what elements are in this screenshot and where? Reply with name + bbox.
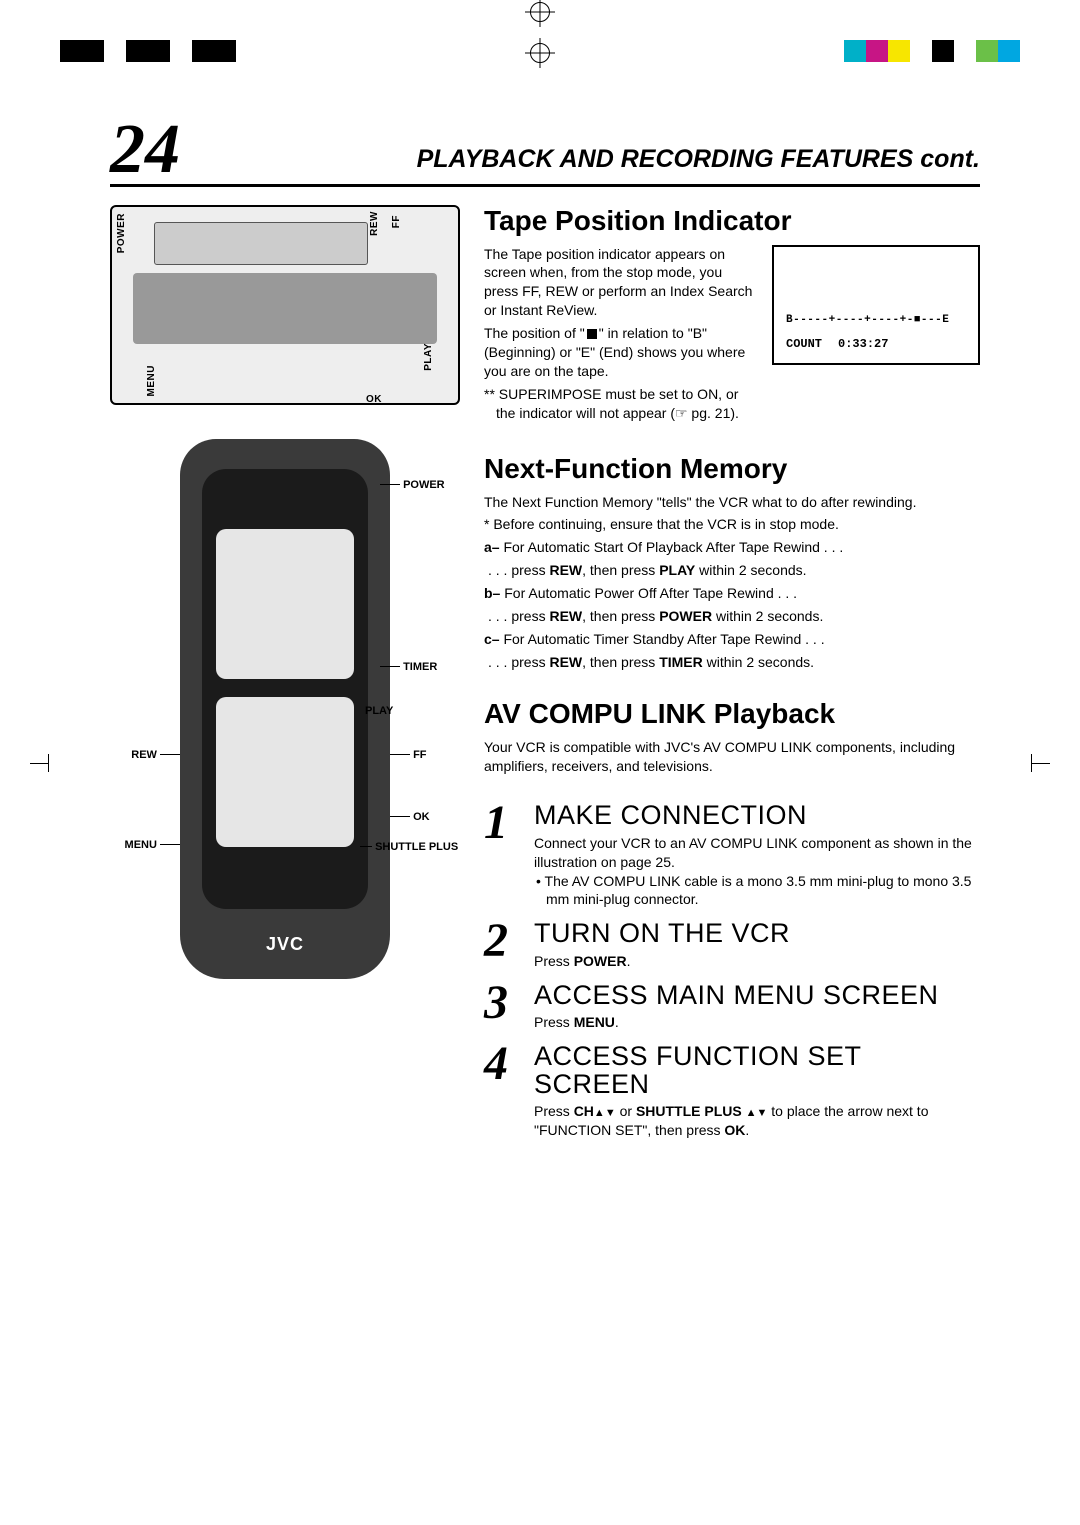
tape-position-text: The Tape position indicator appears on s… [484, 245, 758, 427]
remote-wrapper: JVC POWER TIMER PLAY FF REW OK MENU SHUT… [110, 439, 460, 979]
step-title: ACCESS FUNCTION SET SCREEN [534, 1042, 980, 1099]
registration-bar [0, 38, 1080, 64]
section-title-tape-position: Tape Position Indicator [484, 205, 980, 237]
reg-sq [888, 40, 910, 62]
reg-sq [148, 40, 170, 62]
reg-sq [998, 40, 1020, 62]
crop-mark-left-icon [30, 749, 58, 777]
av-compu-link-intro: Your VCR is compatible with JVC's AV COM… [484, 738, 980, 776]
next-function-body: The Next Function Memory "tells" the VCR… [484, 493, 980, 672]
reg-sq [954, 40, 976, 62]
step-text: Press CH or SHUTTLE PLUS to place the ar… [534, 1102, 980, 1140]
vcr-label-power: POWER [116, 213, 127, 253]
page-header: 24 PLAYBACK AND RECORDING FEATURES cont. [110, 120, 980, 187]
reg-sq [60, 40, 82, 62]
page-title: PLAYBACK AND RECORDING FEATURES cont. [417, 145, 980, 180]
reg-squares-right [844, 40, 1020, 62]
registration-mark-icon [530, 43, 550, 63]
step-number: 1 [484, 801, 520, 909]
section-title-next-function: Next-Function Memory [484, 453, 980, 485]
remote-label-ok: OK [390, 811, 430, 823]
page-number: 24 [110, 120, 180, 180]
reg-sq [104, 40, 126, 62]
reg-sq [932, 40, 954, 62]
remote-illustration: JVC [180, 439, 390, 979]
step-title: ACCESS MAIN MENU SCREEN [534, 981, 939, 1009]
step-number: 3 [484, 981, 520, 1032]
step-title: TURN ON THE VCR [534, 919, 790, 947]
reg-squares-left [60, 40, 236, 62]
tape-position-screen: B-----+----+----+-■---E COUNT 0:33:27 [772, 245, 980, 365]
left-column: POWER REW FF PLAY OK MENU JVC POWER TIME… [110, 205, 460, 1151]
right-column: Tape Position Indicator The Tape positio… [484, 205, 980, 1151]
reg-sq [192, 40, 214, 62]
reg-sq [866, 40, 888, 62]
step-4: 4 ACCESS FUNCTION SET SCREEN Press CH or… [484, 1042, 980, 1140]
tape-marker-icon [587, 329, 597, 339]
step-number: 4 [484, 1042, 520, 1140]
reg-sq [126, 40, 148, 62]
reg-sq [910, 40, 932, 62]
step-1: 1 MAKE CONNECTION Connect your VCR to an… [484, 801, 980, 909]
remote-label-menu: MENU [110, 839, 180, 851]
step-title: MAKE CONNECTION [534, 801, 980, 829]
section-title-av-compu-link: AV COMPU LINK Playback [484, 698, 980, 730]
page-content: 24 PLAYBACK AND RECORDING FEATURES cont.… [110, 120, 980, 1425]
vcr-illustration: POWER REW FF PLAY OK MENU [110, 205, 460, 405]
registration-mark-bottom-icon [530, 2, 550, 22]
count-label: COUNT [786, 336, 822, 352]
vcr-label-rew: REW [369, 211, 380, 236]
step-text: Press POWER. [534, 952, 790, 971]
vcr-label-ff: FF [391, 215, 402, 228]
vcr-label-play: PLAY [423, 343, 434, 371]
reg-sq [214, 40, 236, 62]
remote-label-ff: FF [390, 749, 427, 761]
vcr-label-menu: MENU [146, 365, 157, 396]
position-line: B-----+----+----+-■---E [786, 313, 966, 328]
reg-sq [170, 40, 192, 62]
step-3: 3 ACCESS MAIN MENU SCREEN Press MENU. [484, 981, 980, 1032]
remote-label-rew: REW [110, 749, 180, 761]
crop-mark-right-icon [1022, 749, 1050, 777]
step-text: Press MENU. [534, 1013, 939, 1032]
step-2: 2 TURN ON THE VCR Press POWER. [484, 919, 980, 970]
reg-sq [82, 40, 104, 62]
vcr-label-ok: OK [366, 394, 382, 405]
step-bullet: • The AV COMPU LINK cable is a mono 3.5 … [534, 872, 980, 910]
remote-brand: JVC [180, 934, 390, 955]
steps-list: 1 MAKE CONNECTION Connect your VCR to an… [484, 801, 980, 1140]
reg-sq [976, 40, 998, 62]
reg-sq [844, 40, 866, 62]
count-value: 0:33:27 [838, 336, 888, 352]
step-number: 2 [484, 919, 520, 970]
step-text: Connect your VCR to an AV COMPU LINK com… [534, 835, 972, 870]
